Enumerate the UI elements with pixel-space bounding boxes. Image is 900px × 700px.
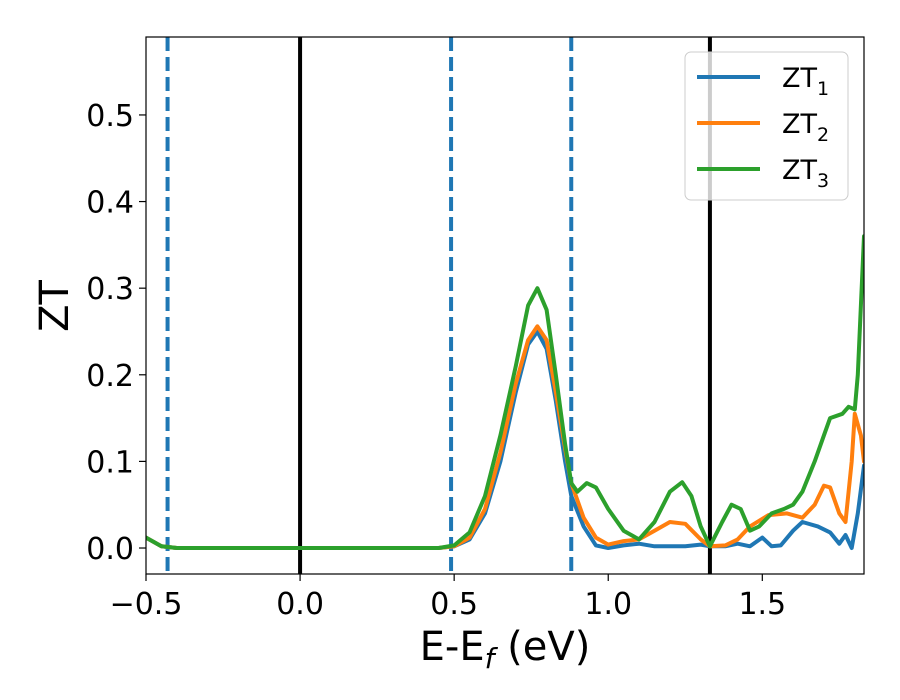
legend-label-zt3: ZT3 bbox=[782, 155, 829, 192]
y-tick-label: 0.3 bbox=[86, 272, 134, 307]
legend-label-zt1: ZT1 bbox=[782, 63, 829, 100]
y-axis-label: ZT bbox=[32, 280, 78, 332]
x-axis-ticks: −0.5 0.0 0.5 1.0 1.5 bbox=[110, 574, 786, 622]
x-tick-label: 0.5 bbox=[430, 587, 478, 622]
y-axis-ticks: 0.0 0.1 0.2 0.3 0.4 0.5 bbox=[86, 99, 146, 567]
x-tick-label: 0.0 bbox=[276, 587, 324, 622]
legend-box bbox=[684, 51, 849, 201]
x-tick-label: 1.0 bbox=[584, 587, 632, 622]
vertical-reference-lines bbox=[165, 37, 712, 574]
y-tick-label: 0.2 bbox=[86, 359, 134, 394]
series-line-zt2 bbox=[146, 324, 864, 550]
y-tick-label: 0.0 bbox=[86, 532, 134, 567]
y-tick-label: 0.1 bbox=[86, 445, 134, 480]
y-tick-label: 0.4 bbox=[86, 186, 134, 221]
series-lines bbox=[146, 234, 864, 550]
plot-frame bbox=[145, 36, 865, 575]
y-tick-label: 0.5 bbox=[86, 99, 134, 134]
x-tick-label: 1.5 bbox=[738, 587, 786, 622]
x-axis-label: E-Ef (eV) bbox=[420, 624, 591, 675]
x-tick-label: −0.5 bbox=[110, 587, 183, 622]
legend: ZT1 ZT2 ZT3 bbox=[684, 51, 849, 201]
legend-label-zt2: ZT2 bbox=[782, 109, 829, 146]
series-line-zt3 bbox=[146, 234, 864, 550]
